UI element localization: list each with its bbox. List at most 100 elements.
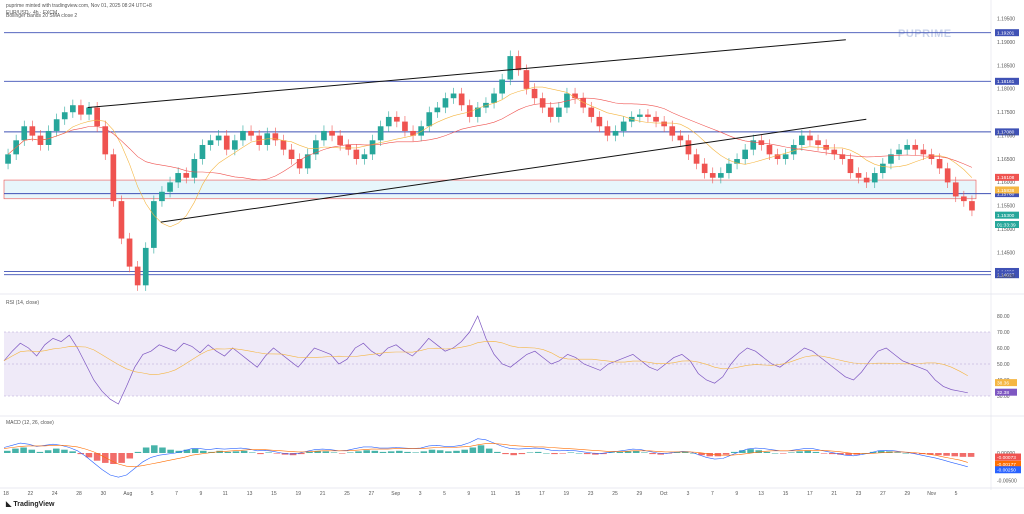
- candle-57: [466, 99, 473, 123]
- time-tick-17: 3: [419, 491, 422, 497]
- candle-2: [21, 120, 28, 146]
- chart-credit: puprime minted with tradingview.com, Nov…: [6, 3, 152, 9]
- candle-58: [475, 101, 481, 123]
- macd-title: MACD (12, 26, close): [6, 420, 54, 426]
- puprime-watermark: PUPRIME: [898, 28, 952, 40]
- macd-bar-46: [379, 451, 387, 453]
- price-tick-1: 1.19000: [997, 40, 1015, 46]
- macd-bar-53: [436, 450, 444, 453]
- macd-bar-60: [494, 451, 501, 453]
- rsi-line: [3, 315, 968, 405]
- candle-103: [839, 148, 846, 165]
- time-tick-23: 19: [563, 491, 569, 497]
- time-tick-18: 5: [443, 491, 446, 497]
- candle-98: [799, 130, 805, 151]
- time-tick-35: 23: [856, 491, 862, 497]
- time-tick-3: 28: [76, 491, 82, 497]
- macd-bar-70: [575, 453, 583, 454]
- candle-116: [944, 162, 951, 189]
- svg-text:-0.00250: -0.00250: [997, 468, 1016, 474]
- candle-118: [961, 190, 967, 207]
- candle-87: [709, 167, 716, 184]
- candle-53: [434, 101, 441, 118]
- candle-21: [175, 167, 181, 189]
- rsi-title: RSI (14, close): [6, 300, 39, 306]
- level-tag-3: 1.15760: [995, 190, 1019, 197]
- price-marker-2: 1.15300: [995, 211, 1019, 219]
- candle-102: [831, 144, 838, 160]
- macd-tick-1: -0.00500: [997, 478, 1017, 484]
- price-tick-11: 1.14000: [997, 274, 1015, 280]
- macd-bar-19: [159, 447, 166, 453]
- price-tick-5: 1.17000: [997, 133, 1015, 139]
- macd-bar-58: [477, 445, 485, 453]
- candle-97: [790, 139, 797, 160]
- candle-79: [645, 108, 651, 123]
- level-tag-5: 1.14027: [995, 271, 1019, 279]
- time-tick-19: 9: [467, 491, 470, 497]
- candle-28: [232, 134, 238, 156]
- time-tick-29: 7: [711, 491, 714, 497]
- macd-bar-67: [551, 453, 558, 455]
- candle-29: [240, 125, 246, 146]
- macd-bar-111: [910, 453, 918, 454]
- macd-bar-6: [53, 448, 60, 453]
- price-tick-8: 1.15500: [997, 204, 1015, 210]
- macd-bar-29: [240, 450, 248, 453]
- candle-93: [758, 134, 765, 151]
- time-tick-37: 29: [905, 491, 911, 497]
- macd-bar-110: [902, 453, 910, 454]
- svg-text:1.17080: 1.17080: [997, 130, 1015, 136]
- macd-bar-4: [36, 451, 44, 453]
- macd-bar-78: [641, 452, 648, 453]
- time-tick-34: 21: [831, 491, 837, 497]
- macd-bar-98: [804, 450, 812, 453]
- candle-14: [118, 195, 125, 245]
- candle-10: [86, 101, 92, 121]
- macd-marker-0: -0.00073: [995, 453, 1021, 461]
- candle-5: [45, 125, 52, 151]
- macd-bar-68: [559, 453, 566, 454]
- macd-bar-44: [363, 450, 370, 453]
- candle-111: [904, 139, 910, 156]
- macd-bar-56: [461, 449, 468, 453]
- macd-bar-50: [412, 452, 419, 453]
- candle-92: [750, 134, 757, 156]
- candle-50: [410, 125, 416, 142]
- price-tick-2: 1.18500: [997, 63, 1015, 69]
- channel-upper-line: [87, 39, 846, 109]
- candle-37: [304, 148, 311, 174]
- ma-slow-line: [7, 97, 973, 181]
- price-tick-0: 1.19500: [997, 16, 1015, 22]
- svg-text:-0.00073: -0.00073: [997, 455, 1016, 461]
- candle-80: [653, 111, 659, 128]
- candle-119: [969, 195, 975, 217]
- macd-bar-39: [322, 451, 330, 453]
- macd-bar-43: [355, 451, 362, 453]
- time-tick-4: 30: [101, 491, 107, 497]
- svg-text:1.15760: 1.15760: [997, 191, 1015, 197]
- macd-bar-41: [338, 453, 346, 454]
- macd-bar-62: [510, 453, 517, 456]
- candle-17: [142, 242, 149, 291]
- candle-91: [742, 144, 748, 165]
- rsi-tick-0: 80.00: [997, 314, 1010, 320]
- candle-45: [369, 134, 376, 160]
- svg-text:01:33:39: 01:33:39: [997, 222, 1016, 228]
- macd-bar-28: [232, 451, 240, 453]
- macd-bar-73: [600, 453, 607, 455]
- macd-bar-94: [771, 453, 779, 454]
- candle-110: [896, 144, 902, 160]
- macd-bar-118: [967, 453, 975, 457]
- time-tick-22: 17: [539, 491, 545, 497]
- candle-106: [863, 172, 870, 189]
- candle-84: [685, 134, 692, 160]
- time-tick-25: 25: [612, 491, 618, 497]
- level-tag-1: 1.18161: [995, 77, 1019, 85]
- level-tag-2: 1.17080: [995, 128, 1019, 136]
- macd-bar-72: [592, 453, 599, 455]
- candle-46: [377, 120, 384, 146]
- macd-bar-69: [567, 452, 575, 453]
- time-tick-31: 13: [758, 491, 764, 497]
